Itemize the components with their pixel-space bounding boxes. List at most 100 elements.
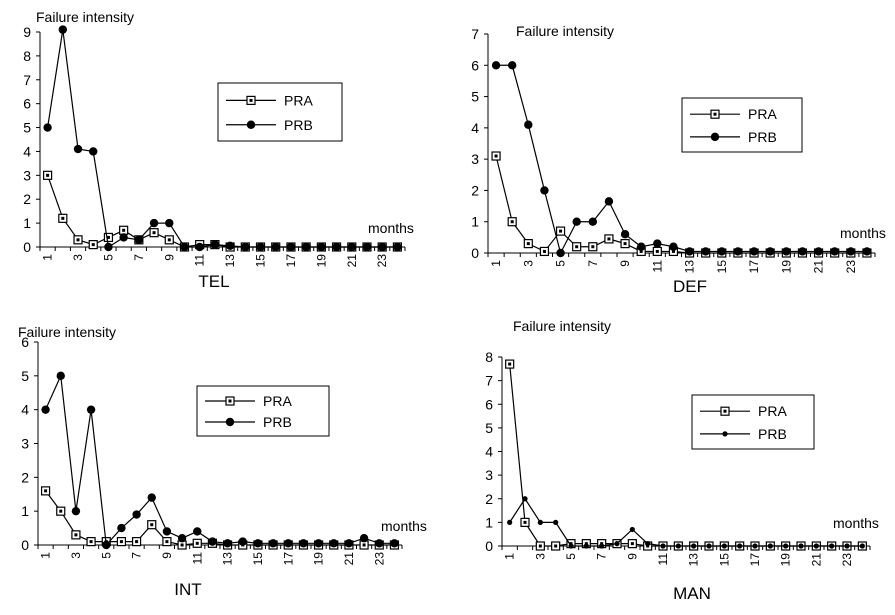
data-point-prb	[43, 123, 52, 132]
data-point-prb	[177, 534, 187, 543]
y-tick-label: 1	[485, 514, 493, 530]
y-tick-label: 5	[485, 420, 493, 436]
legend-label-prb: PRB	[284, 117, 313, 133]
data-point-prb	[636, 242, 646, 251]
data-point-prb	[119, 233, 128, 242]
data-point-prb	[329, 539, 338, 548]
x-tick-label: 5	[554, 260, 568, 267]
data-point-prb	[798, 543, 804, 549]
data-point-prb	[393, 242, 402, 252]
data-point-prb	[859, 543, 865, 549]
x-tick-label: 19	[779, 260, 793, 274]
data-point-prb	[344, 539, 354, 548]
x-tick-label: 23	[372, 552, 386, 566]
y-axis-title: Failure intensity	[18, 324, 116, 340]
x-tick-label: 21	[812, 260, 826, 274]
data-point-prb	[73, 144, 83, 154]
x-tick-label: 1	[503, 553, 517, 560]
data-point-prb	[701, 247, 710, 256]
x-tick-label: 23	[844, 260, 858, 274]
y-tick-label: 4	[485, 444, 493, 460]
y-tick-label: 3	[485, 467, 493, 483]
data-point-prb	[132, 510, 141, 519]
y-tick-label: 0	[471, 245, 479, 261]
y-tick-label: 4	[471, 120, 479, 136]
x-tick-label: 1	[489, 260, 503, 267]
x-tick-label: 21	[809, 553, 823, 567]
x-tick-label: 9	[162, 254, 176, 261]
x-tick-label: 23	[840, 553, 854, 567]
data-point-prb	[669, 242, 678, 251]
data-point-prb	[660, 543, 666, 549]
data-point-prb	[675, 543, 681, 549]
data-point-prb	[706, 543, 712, 549]
data-point-prb	[102, 540, 111, 550]
data-point-prb	[208, 537, 217, 546]
legend-box	[217, 82, 343, 142]
y-axis-title: Failure intensity	[36, 9, 134, 25]
panel-title: MAN	[673, 584, 711, 603]
data-point-prb	[830, 247, 839, 256]
data-point-prb	[58, 25, 68, 34]
legend-label-prb: PRB	[263, 414, 292, 430]
x-axis-title: months	[368, 220, 414, 236]
data-point-prb	[241, 242, 250, 252]
data-point-prb	[568, 543, 574, 549]
data-point-prb	[507, 61, 517, 70]
data-point-prb	[223, 539, 232, 548]
data-point-prb	[195, 242, 204, 252]
x-tick-label: 5	[564, 553, 578, 560]
data-point-prb	[491, 61, 501, 70]
y-tick-label: 6	[471, 57, 479, 73]
data-point-prb	[165, 218, 174, 228]
data-point-prb	[193, 527, 202, 536]
y-tick-label: 6	[21, 334, 29, 350]
data-point-prb	[332, 242, 341, 252]
data-point-prb	[104, 242, 113, 252]
x-tick-label: 17	[284, 254, 298, 268]
y-tick-label: 3	[21, 436, 29, 452]
data-point-prb	[56, 371, 65, 381]
x-tick-label: 17	[747, 260, 761, 274]
x-tick-label: 7	[586, 260, 600, 267]
x-tick-label: 21	[345, 254, 359, 268]
x-tick-label: 19	[312, 552, 326, 566]
x-tick-label: 13	[223, 254, 237, 268]
x-tick-label: 23	[375, 254, 389, 268]
x-tick-label: 9	[625, 553, 639, 560]
x-tick-label: 15	[254, 254, 268, 268]
data-point-prb	[717, 247, 727, 256]
y-tick-label: 3	[23, 167, 31, 183]
panel-title: DEF	[673, 277, 707, 296]
data-point-prb	[390, 539, 399, 548]
y-tick-label: 5	[471, 89, 479, 105]
x-tick-label: 3	[71, 254, 85, 261]
data-point-prb	[225, 241, 235, 251]
data-point-prb	[147, 493, 156, 502]
x-tick-label: 1	[41, 254, 55, 261]
data-point-prb	[556, 248, 565, 258]
data-point-prb	[359, 534, 369, 543]
x-tick-label: 15	[251, 552, 265, 566]
data-point-prb	[540, 186, 549, 195]
data-point-prb	[749, 247, 759, 256]
y-tick-label: 5	[23, 120, 31, 136]
legend: PRA PRB	[691, 394, 815, 450]
y-tick-label: 2	[471, 182, 479, 198]
data-point-prb	[629, 526, 635, 533]
data-point-prb	[271, 242, 280, 252]
x-tick-label: 7	[132, 254, 146, 261]
data-point-prb	[180, 242, 189, 252]
x-tick-label: 1	[39, 552, 53, 559]
x-tick-label: 7	[130, 552, 144, 559]
data-point-prb	[583, 543, 589, 549]
x-tick-label: 13	[687, 553, 701, 567]
data-point-prb	[299, 539, 308, 548]
legend-marker-prb	[246, 120, 256, 129]
x-tick-label: 5	[99, 552, 113, 559]
x-tick-label: 17	[748, 553, 762, 567]
data-point-prb	[614, 541, 620, 547]
